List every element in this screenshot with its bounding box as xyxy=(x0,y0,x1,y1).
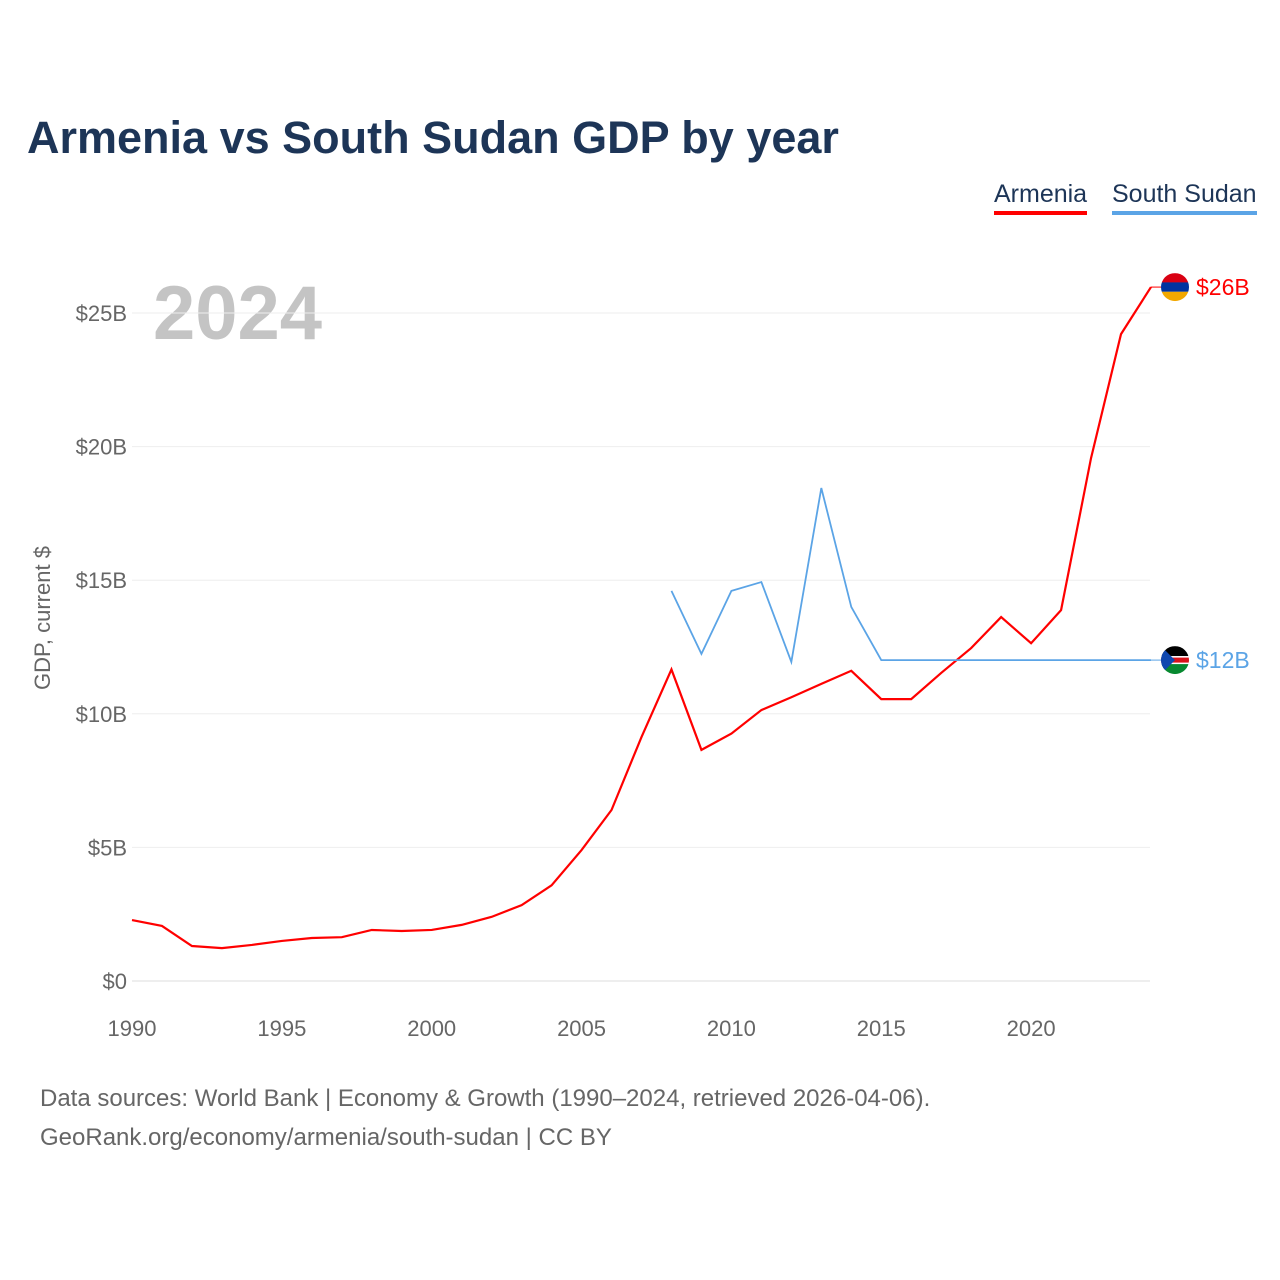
y-tick-label: $15B xyxy=(76,568,127,593)
x-tick-label: 2000 xyxy=(407,1016,456,1041)
y-axis-label: GDP, current $ xyxy=(30,546,55,690)
attribution-link[interactable]: GeoRank.org/economy/armenia/south-sudan … xyxy=(40,1124,612,1151)
data-source-text: Data sources: World Bank | Economy & Gro… xyxy=(40,1085,931,1112)
chart-title: Armenia vs South Sudan GDP by year xyxy=(27,112,839,163)
legend-armenia[interactable]: Armenia xyxy=(994,180,1088,215)
x-tick-label: 2005 xyxy=(557,1016,606,1041)
series-line-south-sudan xyxy=(670,487,1151,666)
x-tick-label: 2020 xyxy=(1007,1016,1056,1041)
x-tick-label: 1995 xyxy=(257,1016,306,1041)
y-tick-label: $5B xyxy=(88,835,127,860)
x-tick-label: 2015 xyxy=(857,1016,906,1041)
end-value-label: $12B xyxy=(1196,647,1250,673)
y-tick-label: $20B xyxy=(76,435,127,460)
legend-south-sudan[interactable]: South Sudan xyxy=(1112,180,1257,215)
x-tick-label: 1990 xyxy=(108,1016,157,1041)
armenia-flag-icon xyxy=(1161,273,1189,302)
series-line-armenia xyxy=(131,286,1152,950)
south-sudan-flag-icon xyxy=(1161,646,1189,675)
y-tick-label: $0 xyxy=(103,969,127,994)
end-value-label: $26B xyxy=(1196,274,1250,300)
y-tick-label: $25B xyxy=(76,301,127,326)
y-tick-label: $10B xyxy=(76,702,127,727)
x-tick-label: 2010 xyxy=(707,1016,756,1041)
